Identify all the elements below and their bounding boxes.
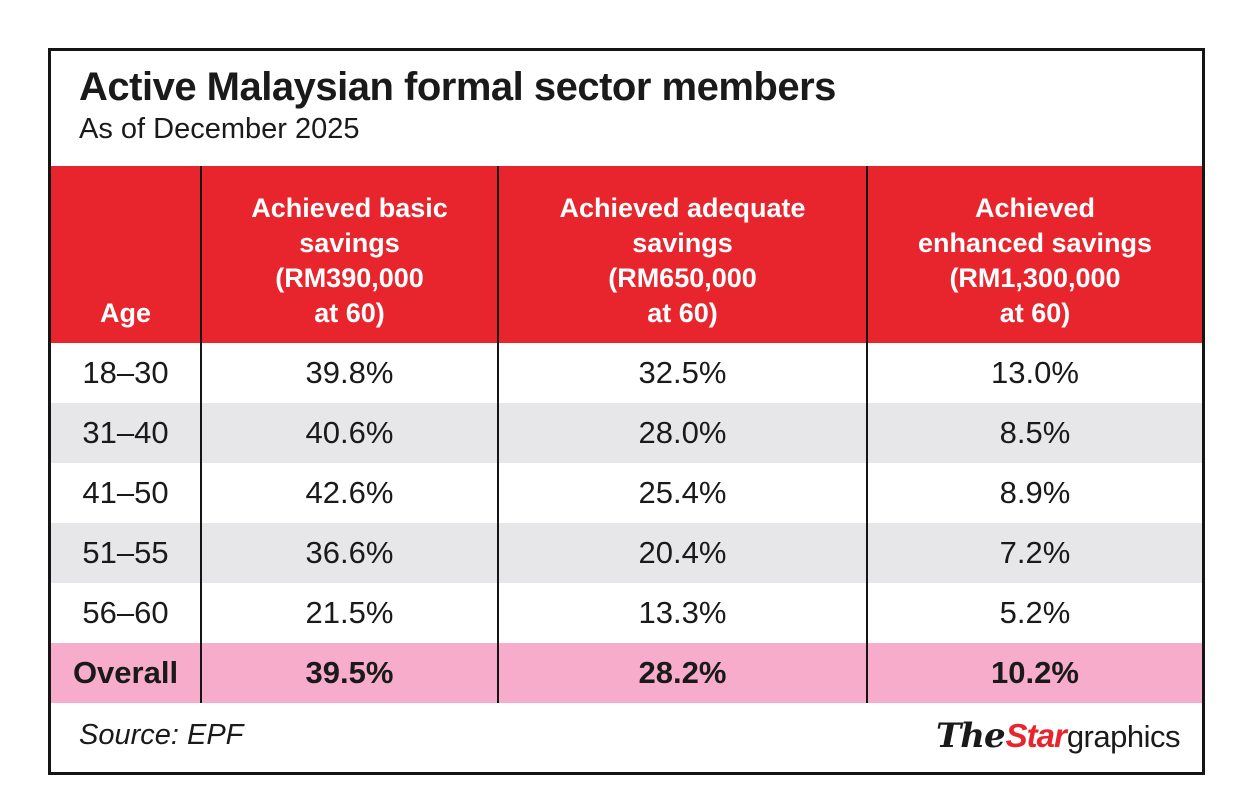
cell-adequate: 20.4% bbox=[497, 523, 866, 583]
cell-adequate: 32.5% bbox=[497, 343, 866, 403]
header-line: savings bbox=[632, 228, 733, 258]
cell-basic: 39.5% bbox=[200, 643, 497, 703]
header-line: (RM1,300,000 bbox=[949, 263, 1121, 293]
cell-enhanced: 7.2% bbox=[866, 523, 1202, 583]
infographic-box: Active Malaysian formal sector members A… bbox=[48, 48, 1205, 775]
header-line: at 60) bbox=[314, 298, 385, 328]
logo-star: Star bbox=[1005, 716, 1067, 754]
header-line: savings bbox=[299, 228, 400, 258]
cell-enhanced: 8.9% bbox=[866, 463, 1202, 523]
table-row: 56–60 21.5% 13.3% 5.2% bbox=[51, 583, 1202, 643]
cell-enhanced: 8.5% bbox=[866, 403, 1202, 463]
cell-enhanced: 10.2% bbox=[866, 643, 1202, 703]
star-graphics-logo: The Star graphics bbox=[935, 715, 1181, 756]
cell-age: 56–60 bbox=[82, 595, 169, 630]
table-row: 41–50 42.6% 25.4% 8.9% bbox=[51, 463, 1202, 523]
header-line: (RM390,000 bbox=[275, 263, 424, 293]
header-cell-enhanced: Achieved enhanced savings (RM1,300,000 at 6… bbox=[866, 166, 1202, 343]
cell-basic: 36.6% bbox=[200, 523, 497, 583]
logo-the: The bbox=[935, 715, 1006, 756]
cell-age: 31–40 bbox=[82, 415, 169, 450]
page-subtitle: As of December 2025 bbox=[79, 113, 360, 145]
table-row: 51–55 36.6% 20.4% 7.2% bbox=[51, 523, 1202, 583]
table-body: 18–30 39.8% 32.5% 13.0% 31–40 40.6% 28.0% 8.5% 4… bbox=[51, 343, 1202, 703]
header-line: at 60) bbox=[647, 298, 718, 328]
header-line: Achieved adequate bbox=[559, 193, 806, 223]
header-line: Achieved basic bbox=[251, 193, 448, 223]
cell-age: Overall bbox=[72, 655, 179, 690]
cell-adequate: 13.3% bbox=[497, 583, 866, 643]
header-line: Age bbox=[99, 298, 151, 328]
cell-adequate: 28.2% bbox=[497, 643, 866, 703]
header-line: (RM650,000 bbox=[608, 263, 757, 293]
logo-graphics: graphics bbox=[1066, 718, 1181, 754]
header-cell-age: Age bbox=[51, 166, 200, 343]
cell-basic: 40.6% bbox=[200, 403, 497, 463]
title-block: Active Malaysian formal sector members A… bbox=[51, 51, 1202, 166]
cell-enhanced: 5.2% bbox=[866, 583, 1202, 643]
header-line: at 60) bbox=[999, 298, 1071, 328]
cell-adequate: 28.0% bbox=[497, 403, 866, 463]
cell-adequate: 25.4% bbox=[497, 463, 866, 523]
cell-age: 41–50 bbox=[82, 475, 169, 510]
table-row: 18–30 39.8% 32.5% 13.0% bbox=[51, 343, 1202, 403]
cell-basic: 39.8% bbox=[200, 343, 497, 403]
footer: Source: EPF The Star graphics bbox=[51, 703, 1202, 772]
cell-age: 18–30 bbox=[82, 355, 169, 390]
header-cell-adequate: Achieved adequate savings (RM650,000 at 60) bbox=[497, 166, 866, 343]
table-header-row: Age Achieved basic savings (RM390,000 at 60)… bbox=[51, 166, 1202, 343]
source-label: Source: EPF bbox=[79, 719, 244, 751]
cell-basic: 21.5% bbox=[200, 583, 497, 643]
cell-age: 51–55 bbox=[82, 535, 169, 570]
header-cell-basic: Achieved basic savings (RM390,000 at 60) bbox=[200, 166, 497, 343]
header-line: Achieved bbox=[974, 193, 1096, 223]
table-row-overall: Overall 39.5% 28.2% 10.2% bbox=[51, 643, 1202, 703]
header-line: enhanced savings bbox=[917, 228, 1153, 258]
table-row: 31–40 40.6% 28.0% 8.5% bbox=[51, 403, 1202, 463]
cell-basic: 42.6% bbox=[200, 463, 497, 523]
page-title: Active Malaysian formal sector members bbox=[79, 65, 836, 109]
cell-enhanced: 13.0% bbox=[866, 343, 1202, 403]
